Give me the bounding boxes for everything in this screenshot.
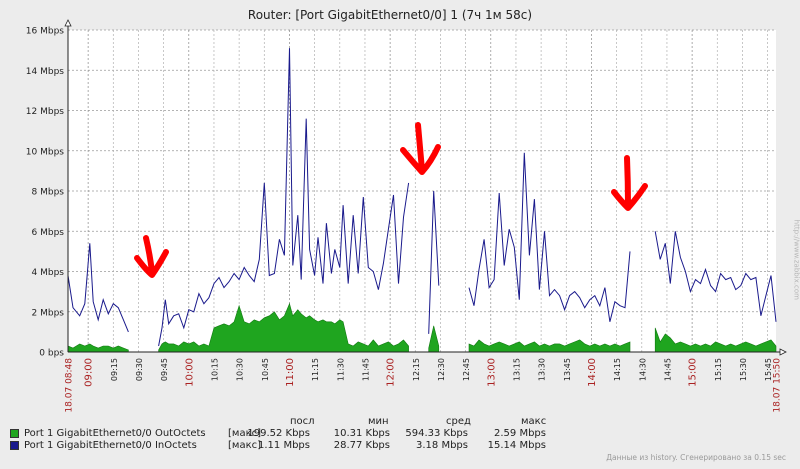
x-tick-label: 12:00 — [386, 358, 397, 387]
legend-header-avg: сред — [446, 416, 471, 427]
legend-min: 10.31 Kbps — [310, 428, 390, 439]
side-note: http://www.zabbix.com — [792, 220, 800, 300]
legend-swatch-in — [10, 441, 19, 450]
y-tick-label: 8 Mbps — [32, 188, 65, 198]
legend-last: 1.11 Mbps — [230, 440, 310, 451]
legend-series-name: Port 1 GigabitEthernet0/0 OutOctets — [24, 428, 206, 439]
x-tick-label: 10:45 — [261, 358, 270, 381]
x-tick-label: 13:15 — [512, 358, 521, 381]
x-tick-label: 10:30 — [236, 358, 245, 381]
legend-header-last: посл — [290, 416, 315, 427]
y-tick-label: 4 Mbps — [32, 268, 65, 278]
legend-avg: 594.33 Kbps — [388, 428, 468, 439]
legend-min: 28.77 Kbps — [310, 440, 390, 451]
y-tick-label: 12 Mbps — [26, 107, 65, 117]
y-tick-label: 14 Mbps — [26, 67, 65, 77]
x-tick-label: 11:45 — [361, 358, 370, 381]
legend-last: 199.52 Kbps — [230, 428, 310, 439]
legend-header-min: мин — [368, 416, 389, 427]
x-tick-label: 14:15 — [613, 358, 622, 381]
y-tick-label: 2 Mbps — [32, 308, 65, 318]
x-tick-label: 15:00 — [688, 358, 699, 387]
x-tick-label: 09:45 — [160, 358, 169, 381]
y-tick-label: 16 Mbps — [26, 27, 65, 37]
legend-swatch-out — [10, 429, 19, 438]
x-tick-label: 09:15 — [110, 358, 119, 381]
legend-avg: 3.18 Mbps — [388, 440, 468, 451]
x-end-label: 18.07 15:50 — [773, 358, 783, 413]
y-tick-label: 10 Mbps — [26, 147, 65, 157]
x-tick-label: 09:30 — [135, 358, 144, 381]
x-tick-label: 14:00 — [587, 358, 598, 387]
x-tick-label: 13:30 — [538, 358, 547, 381]
x-tick-label: 14:45 — [663, 358, 672, 381]
legend-series-name: Port 1 GigabitEthernet0/0 InOctets — [24, 440, 197, 451]
x-tick-label: 11:30 — [336, 358, 345, 381]
x-tick-label: 13:00 — [486, 358, 497, 387]
x-tick-label: 15:15 — [714, 358, 723, 381]
y-tick-label: 0 bps — [39, 349, 64, 359]
x-start-label: 18.07 08:48 — [65, 358, 75, 413]
chart-title: Router: [Port GigabitEthernet0/0] 1 (7ч … — [248, 8, 532, 22]
x-tick-label: 11:15 — [311, 358, 320, 381]
x-tick-label: 10:00 — [184, 358, 195, 387]
x-tick-label: 12:45 — [462, 358, 471, 381]
y-tick-label: 6 Mbps — [32, 228, 65, 238]
x-tick-label: 14:30 — [638, 358, 647, 381]
x-tick-label: 15:30 — [739, 358, 748, 381]
legend-max: 15.14 Mbps — [466, 440, 546, 451]
x-tick-label: 09:00 — [84, 358, 95, 387]
x-tick-label: 10:15 — [210, 358, 219, 381]
x-tick-label: 12:15 — [412, 358, 421, 381]
x-tick-label: 11:00 — [285, 358, 296, 387]
legend-max: 2.59 Mbps — [466, 428, 546, 439]
legend-header-max: макс — [521, 416, 546, 427]
x-tick-label: 12:30 — [437, 358, 446, 381]
x-tick-label: 13:45 — [563, 358, 572, 381]
footer-note: Данные из history. Сгенерировано за 0.15… — [606, 453, 786, 462]
